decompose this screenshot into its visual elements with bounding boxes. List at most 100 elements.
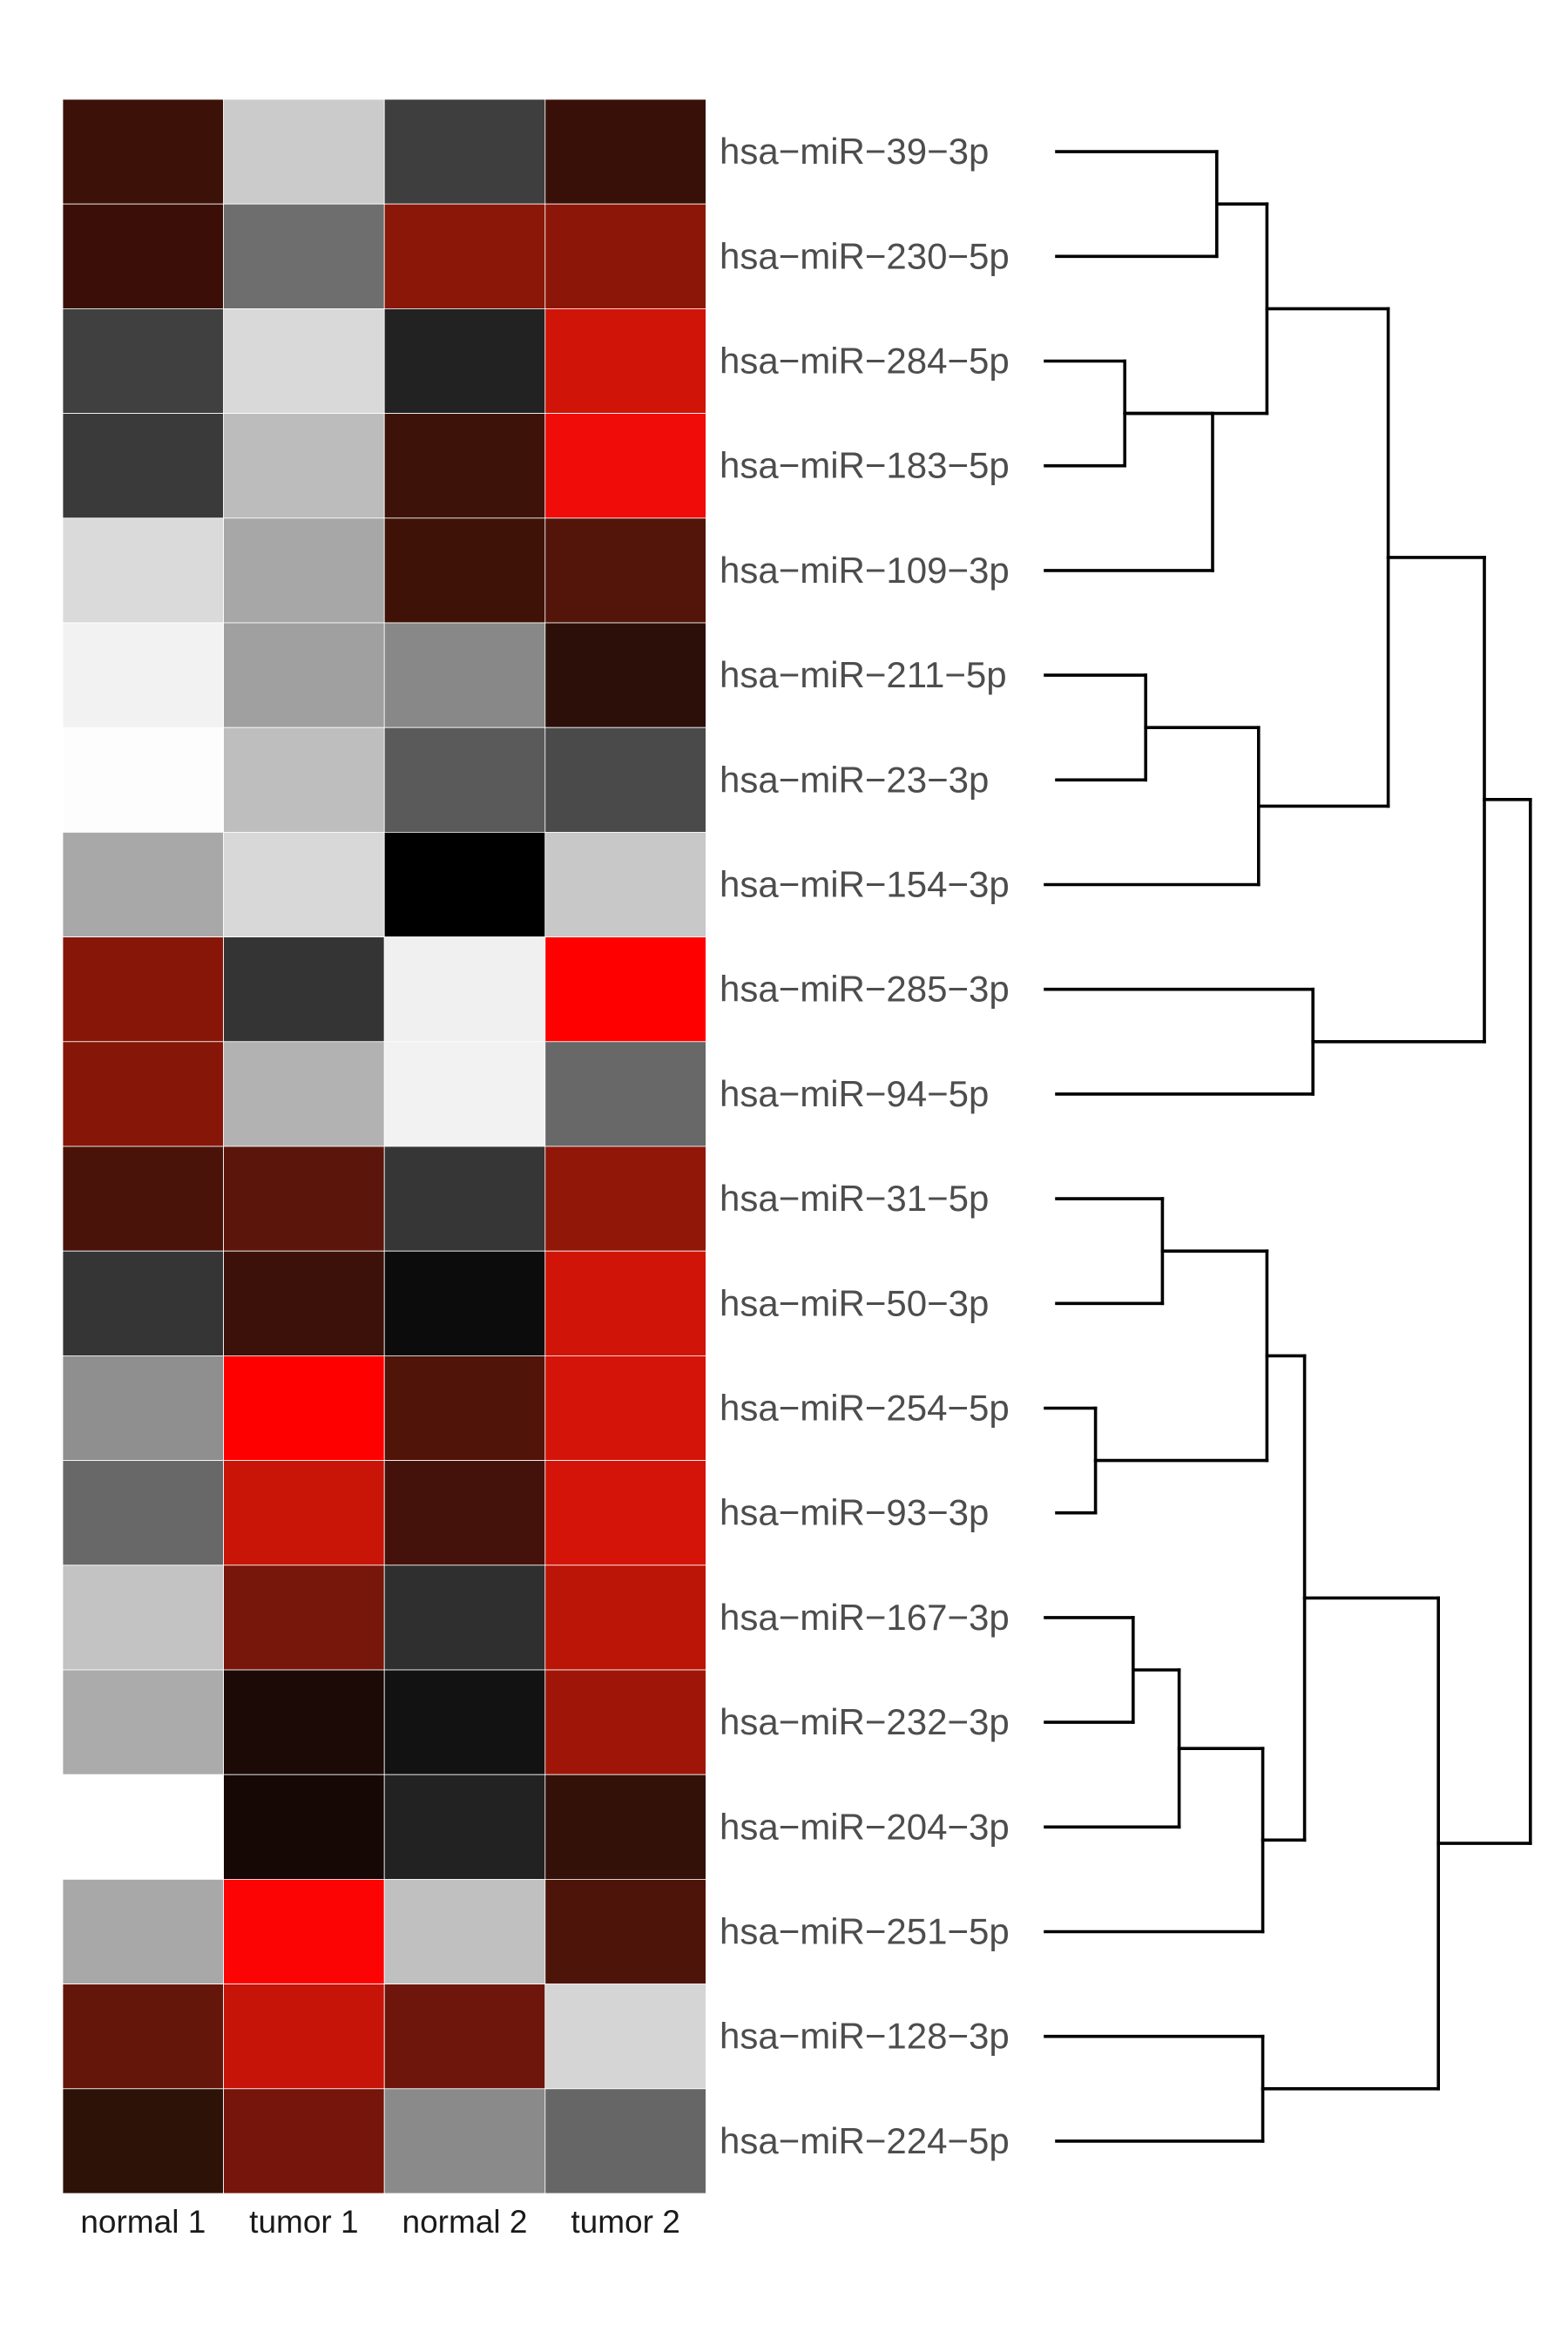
heatmap-cell [544, 832, 706, 938]
heatmap-cell [383, 727, 546, 833]
heatmap-cell [383, 98, 546, 205]
heatmap-cell [223, 1146, 385, 1252]
heatmap-cell [223, 1041, 385, 1147]
heatmap-cell [544, 1669, 706, 1775]
heatmap-cell [544, 517, 706, 624]
heatmap-cell [383, 1355, 546, 1462]
heatmap-cell [544, 622, 706, 728]
row-label: hsa−miR−167−3p [720, 1597, 1010, 1638]
heatmap-cell [62, 1041, 225, 1147]
column-label: tumor 1 [249, 2204, 358, 2240]
heatmap-cell [544, 936, 706, 1043]
row-label: hsa−miR−31−5p [720, 1178, 989, 1219]
heatmap-cells [62, 98, 706, 2194]
row-label: hsa−miR−183−5p [720, 445, 1010, 486]
heatmap-cell [544, 1984, 706, 2090]
heatmap-cell [223, 1460, 385, 1566]
heatmap-cell [544, 1355, 706, 1462]
row-label: hsa−miR−230−5p [720, 235, 1010, 276]
row-label: hsa−miR−23−3p [720, 759, 989, 800]
heatmap-cell [383, 1250, 546, 1356]
heatmap-cell [544, 1041, 706, 1147]
heatmap-cell [223, 413, 385, 519]
heatmap-cell [223, 1565, 385, 1671]
heatmap-cell [62, 1146, 225, 1252]
heatmap-cell [62, 1878, 225, 1984]
row-label: hsa−miR−39−3p [720, 131, 989, 172]
row-label: hsa−miR−211−5p [720, 654, 1007, 695]
heatmap-cell [544, 2088, 706, 2194]
heatmap-cell [383, 413, 546, 519]
heatmap-cell [383, 1146, 546, 1252]
row-label: hsa−miR−232−3p [720, 1701, 1010, 1742]
heatmap-cell [62, 1669, 225, 1775]
row-label: hsa−miR−285−3p [720, 969, 1010, 1010]
heatmap-cell [62, 413, 225, 519]
heatmap-cell [223, 308, 385, 414]
heatmap-cell [223, 203, 385, 309]
heatmap-cell [62, 2088, 225, 2194]
row-label: hsa−miR−50−3p [720, 1282, 989, 1323]
row-label: hsa−miR−94−5p [720, 1073, 989, 1114]
heatmap-cell [544, 203, 706, 309]
heatmap-cell [223, 1878, 385, 1984]
heatmap-cell [62, 308, 225, 414]
heatmap-cell [62, 936, 225, 1043]
column-label: normal 1 [80, 2204, 206, 2240]
row-dendrogram [1044, 150, 1532, 2143]
heatmap-cell [383, 1774, 546, 1880]
heatmap-cell [62, 98, 225, 205]
column-label: tumor 2 [571, 2204, 679, 2240]
heatmap-cell [383, 1041, 546, 1147]
heatmap-cell [383, 2088, 546, 2194]
row-label: hsa−miR−224−5p [720, 2120, 1010, 2161]
heatmap-cell [383, 832, 546, 938]
heatmap-cell [62, 1774, 225, 1880]
heatmap-cell [223, 936, 385, 1043]
heatmap-cell [223, 1984, 385, 2090]
heatmap-cell [62, 1565, 225, 1671]
row-label: hsa−miR−204−3p [720, 1806, 1010, 1847]
heatmap-cell [223, 727, 385, 833]
heatmap-cell [223, 98, 385, 205]
column-labels: normal 1 tumor 1 normal 2 tumor 2 [80, 2204, 679, 2240]
row-label: hsa−miR−284−5p [720, 341, 1010, 382]
row-label: hsa−miR−128−3p [720, 2016, 1010, 2057]
heatmap-cell [544, 98, 706, 205]
row-label: hsa−miR−154−3p [720, 864, 1010, 905]
heatmap-cell [62, 1984, 225, 2090]
heatmap-cell [544, 1250, 706, 1356]
heatmap-cell [383, 1669, 546, 1775]
heatmap-cell [223, 517, 385, 624]
heatmap-cell [62, 1355, 225, 1462]
heatmap-cell [544, 1565, 706, 1671]
heatmap-cell [62, 727, 225, 833]
heatmap-cell [62, 1460, 225, 1566]
heatmap-cell [544, 413, 706, 519]
heatmap-cell [544, 727, 706, 833]
row-label: hsa−miR−109−3p [720, 550, 1010, 591]
heatmap-cell [383, 1565, 546, 1671]
heatmap-cell [223, 832, 385, 938]
heatmap-cell [62, 517, 225, 624]
heatmap-cell [383, 1878, 546, 1984]
heatmap-cell [544, 1774, 706, 1880]
row-label: hsa−miR−93−3p [720, 1492, 989, 1533]
heatmap-cell [383, 308, 546, 414]
heatmap-cell [223, 2088, 385, 2194]
heatmap-cell [62, 832, 225, 938]
heatmap-cell [383, 1984, 546, 2090]
heatmap-cell [383, 1460, 546, 1566]
heatmap-cell [383, 203, 546, 309]
heatmap-cell [62, 203, 225, 309]
row-label: hsa−miR−254−5p [720, 1388, 1010, 1429]
row-labels: hsa−miR−39−3p hsa−miR−230−5p hsa−miR−284−5… [720, 131, 1010, 2161]
heatmap-cell [383, 517, 546, 624]
heatmap-cell [544, 1146, 706, 1252]
heatmap-cell [383, 936, 546, 1043]
heatmap-cell [62, 1250, 225, 1356]
heatmap-cell [223, 622, 385, 728]
heatmap-cell [62, 622, 225, 728]
heatmap-cell [223, 1355, 385, 1462]
